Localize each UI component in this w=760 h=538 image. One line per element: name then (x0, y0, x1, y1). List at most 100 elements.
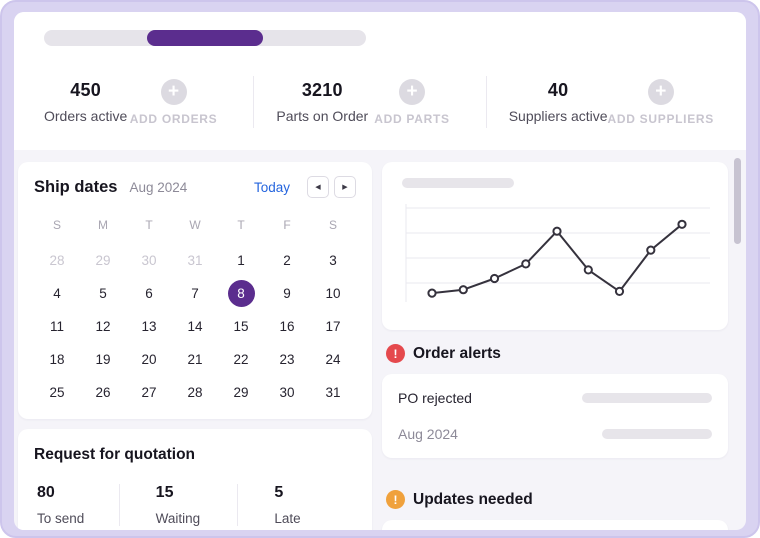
calendar-day-header: S (52, 218, 61, 232)
calendar-day[interactable]: 24 (325, 352, 341, 367)
calendar-day[interactable]: 1 (237, 253, 245, 268)
exclamation-circle-red-icon: ! (386, 344, 405, 363)
add-parts-button[interactable]: + ADD PARTS (374, 78, 450, 126)
calendar-day[interactable]: 22 (233, 352, 249, 367)
chevron-left-icon: ◀ (315, 183, 321, 191)
header: 450 Orders active + ADD ORDERS 3210 Part… (14, 12, 746, 150)
rfq-title: Request for quotation (34, 446, 196, 463)
calendar-grid: S M T W T F S 28 29 30 31 1 2 3 4 5 6 7 8 9 10 11 12 13 14 15 16 17… (34, 210, 356, 409)
rfq-to-send-stat: 80 To send (34, 484, 120, 526)
ship-dates-title: Ship dates (34, 177, 118, 196)
calendar-day[interactable]: 3 (329, 253, 337, 268)
stats-row: 450 Orders active + ADD ORDERS 3210 Part… (44, 70, 716, 134)
calendar-day[interactable]: 31 (187, 253, 203, 268)
suppliers-active-stat: 40 Suppliers active (509, 80, 608, 124)
calendar-day[interactable]: 29 (95, 253, 111, 268)
calendar-day[interactable]: 15 (233, 319, 249, 334)
alert-row-label: PO rejected (398, 390, 472, 406)
rfq-waiting-value: 15 (155, 484, 174, 501)
order-alerts-title: Order alerts (413, 344, 501, 362)
calendar-day[interactable]: 18 (49, 352, 65, 367)
title-placeholder (44, 30, 366, 46)
parts-on-order-value: 3210 (301, 80, 343, 100)
plus-icon: + (647, 78, 674, 105)
right-column: ! Order alerts PO rejected Aug 2024 ! U (382, 162, 728, 530)
parts-on-order-label: Parts on Order (276, 108, 369, 124)
content: Ship dates Aug 2024 Today ◀ ▶ S M T W T F S 28 2… (14, 150, 746, 530)
calendar-day[interactable]: 30 (141, 253, 157, 268)
scrollbar-thumb[interactable] (734, 158, 741, 244)
calendar-day[interactable]: 12 (95, 319, 111, 334)
calendar-day[interactable]: 27 (141, 385, 157, 400)
add-suppliers-button[interactable]: + ADD SUPPLIERS (607, 78, 714, 126)
calendar-day[interactable]: 11 (49, 319, 64, 334)
calendar-prev-button[interactable]: ◀ (307, 176, 329, 198)
order-alerts-card: PO rejected Aug 2024 (382, 374, 728, 458)
alert-row-label: Aug 2024 (398, 426, 458, 442)
title-placeholder-accent (147, 30, 263, 46)
orders-active-label: Orders active (44, 108, 128, 124)
calendar-day[interactable]: 9 (283, 286, 291, 301)
calendar-day[interactable]: 26 (95, 385, 111, 400)
add-suppliers-button-label: ADD SUPPLIERS (607, 111, 714, 126)
stat-group-suppliers: 40 Suppliers active + ADD SUPPLIERS (487, 76, 716, 128)
rfq-card: Request for quotation 80 To send 15 Wait… (18, 429, 372, 530)
add-orders-button-label: ADD ORDERS (129, 111, 218, 126)
alert-row-po-rejected[interactable]: PO rejected (398, 380, 712, 416)
calendar-day[interactable]: 10 (325, 286, 341, 301)
calendar-day[interactable]: 5 (99, 286, 107, 301)
rfq-late-label: Late (274, 511, 301, 526)
rfq-to-send-value: 80 (37, 484, 55, 501)
calendar-day-header: W (189, 218, 201, 232)
today-link[interactable]: Today (253, 179, 290, 195)
plus-icon: + (399, 78, 425, 105)
app-panel: 450 Orders active + ADD ORDERS 3210 Part… (14, 12, 746, 530)
rfq-stats-row: 80 To send 15 Waiting 5 Late (34, 484, 356, 526)
calendar-day[interactable]: 31 (325, 385, 341, 400)
add-parts-button-label: ADD PARTS (374, 111, 450, 126)
calendar-day[interactable]: 8 (218, 277, 264, 310)
rfq-waiting-stat: 15 Waiting (120, 484, 239, 526)
calendar-day[interactable]: 13 (141, 319, 157, 334)
value-placeholder (602, 429, 712, 439)
suppliers-active-value: 40 (547, 80, 569, 100)
shipment-chart (405, 204, 710, 302)
calendar-day[interactable]: 17 (325, 319, 341, 334)
calendar-day[interactable]: 25 (49, 385, 65, 400)
calendar-header: Ship dates Aug 2024 Today ◀ ▶ (34, 176, 356, 198)
stat-group-orders: 450 Orders active + ADD ORDERS (44, 76, 255, 128)
calendar-day[interactable]: 7 (191, 286, 199, 301)
calendar-day[interactable]: 19 (95, 352, 111, 367)
calendar-next-button[interactable]: ▶ (334, 176, 356, 198)
calendar-day[interactable]: 20 (141, 352, 157, 367)
calendar-day-header: T (237, 218, 245, 232)
alert-row-aug-2024[interactable]: Aug 2024 (398, 416, 712, 452)
calendar-day[interactable]: 21 (187, 352, 203, 367)
calendar-day[interactable]: 29 (233, 385, 249, 400)
rfq-late-stat: 5 Late (238, 484, 356, 526)
suppliers-active-label: Suppliers active (508, 108, 608, 124)
calendar-month-label: Aug 2024 (129, 179, 188, 195)
plus-icon: + (160, 78, 187, 105)
calendar-day[interactable]: 28 (187, 385, 203, 400)
calendar-day-header: F (283, 218, 291, 232)
parts-on-order-stat: 3210 Parts on Order (276, 80, 368, 124)
rfq-waiting-label: Waiting (155, 511, 201, 526)
calendar-day[interactable]: 16 (279, 319, 295, 334)
calendar-day[interactable]: 23 (279, 352, 295, 367)
order-alerts-header: ! Order alerts (382, 330, 728, 374)
rfq-late-value: 5 (274, 484, 284, 501)
calendar-day[interactable]: 28 (49, 253, 65, 268)
calendar-day[interactable]: 30 (279, 385, 295, 400)
left-column: Ship dates Aug 2024 Today ◀ ▶ S M T W T F S 28 2… (18, 162, 372, 530)
calendar-day[interactable]: 14 (187, 319, 203, 334)
add-orders-button[interactable]: + ADD ORDERS (129, 78, 218, 126)
orders-active-stat: 450 Orders active (44, 80, 127, 124)
calendar-day[interactable]: 2 (283, 253, 291, 268)
calendar-day[interactable]: 6 (145, 286, 153, 301)
calendar-day[interactable]: 4 (53, 286, 61, 301)
calendar-day-header: M (98, 218, 108, 232)
alert-row-shipment[interactable]: Shipment (398, 526, 712, 530)
value-placeholder (582, 393, 712, 403)
